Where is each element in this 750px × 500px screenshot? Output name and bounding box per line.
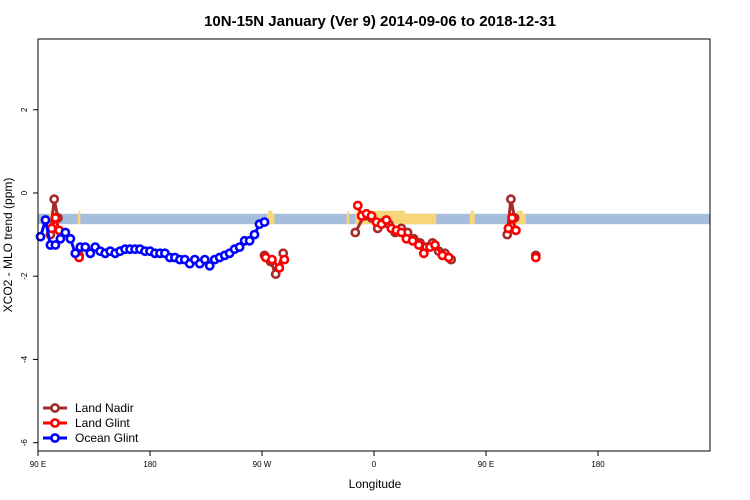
data-point [503,223,514,234]
y-tick-label: 0 [20,190,29,195]
y-tick-label: -4 [20,355,29,363]
y-tick-label: -6 [20,439,29,447]
x-axis-label: Longitude [349,477,402,491]
data-point [55,233,66,244]
land-segment [469,213,475,225]
land-segment [49,213,52,225]
land-segment [77,213,81,225]
land-segment [346,213,350,225]
legend-marker [50,433,60,443]
series-land-nadir [45,194,541,279]
data-point [50,212,61,223]
data-point [249,229,260,240]
legend-marker [50,403,60,413]
legend-item: Land Glint [43,416,130,430]
data-point [407,235,418,246]
data-point [274,262,285,273]
x-tick-label: 90 E [478,460,494,469]
series-ocean-glint [35,215,270,271]
x-tick-label: 180 [143,460,157,469]
y-axis: 2 0 -2 -4 -6 [20,107,38,446]
data-point [70,248,81,259]
x-axis: 90 E 180 90 W 0 90 E 180 [30,451,605,469]
series-land-glint [46,200,541,273]
data-point [65,233,76,244]
data-point [85,248,96,259]
data-point [413,240,424,250]
legend-label: Ocean Glint [75,431,139,445]
land-segment [266,213,275,225]
legend-item: Land Nadir [43,401,134,415]
x-tick-label: 180 [591,460,605,469]
land-bump [50,210,52,214]
land-bump [356,210,405,214]
land-segment [515,213,526,225]
data-point [505,194,516,205]
data-point [199,254,210,265]
x-tick-label: 90 E [30,460,46,469]
series-layer [35,194,541,279]
data-point [366,210,377,221]
data-point [204,260,215,271]
data-point [60,227,71,238]
chart-title: 10N-15N January (Ver 9) 2014-09-06 to 20… [204,13,556,30]
data-point [244,235,255,246]
data-point [50,240,61,250]
data-point [352,200,363,211]
data-point [259,217,270,227]
data-point [530,252,541,263]
data-point [46,223,57,234]
x-tick-label: 0 [372,460,377,469]
data-point [40,215,51,225]
x-tick-label: 90 W [253,460,272,469]
data-point [234,242,245,252]
land-bump [516,210,523,214]
y-axis-label: XCO2 - MLO trend (ppm) [1,178,15,313]
data-point [430,240,440,250]
data-point [443,252,454,263]
data-point [35,231,46,242]
legend-item: Ocean Glint [43,431,139,445]
series-line [39,218,266,268]
legend-label: Land Nadir [75,401,134,415]
land-bump [267,210,273,214]
data-point [511,225,521,236]
data-point [279,254,290,265]
land-segment [355,213,437,225]
land-bump [347,210,350,214]
data-point [381,215,392,225]
land-bump [78,210,81,214]
y-tick-label: -2 [20,272,29,280]
data-point [49,194,60,205]
data-point [418,248,429,259]
data-point [507,212,517,223]
land-bump [470,210,474,214]
legend-marker [50,418,60,428]
data-point [350,227,361,238]
legend-label: Land Glint [75,416,130,430]
y-tick-label: 2 [20,107,29,112]
data-point [80,242,91,252]
data-point [396,227,407,238]
data-point [267,254,277,265]
